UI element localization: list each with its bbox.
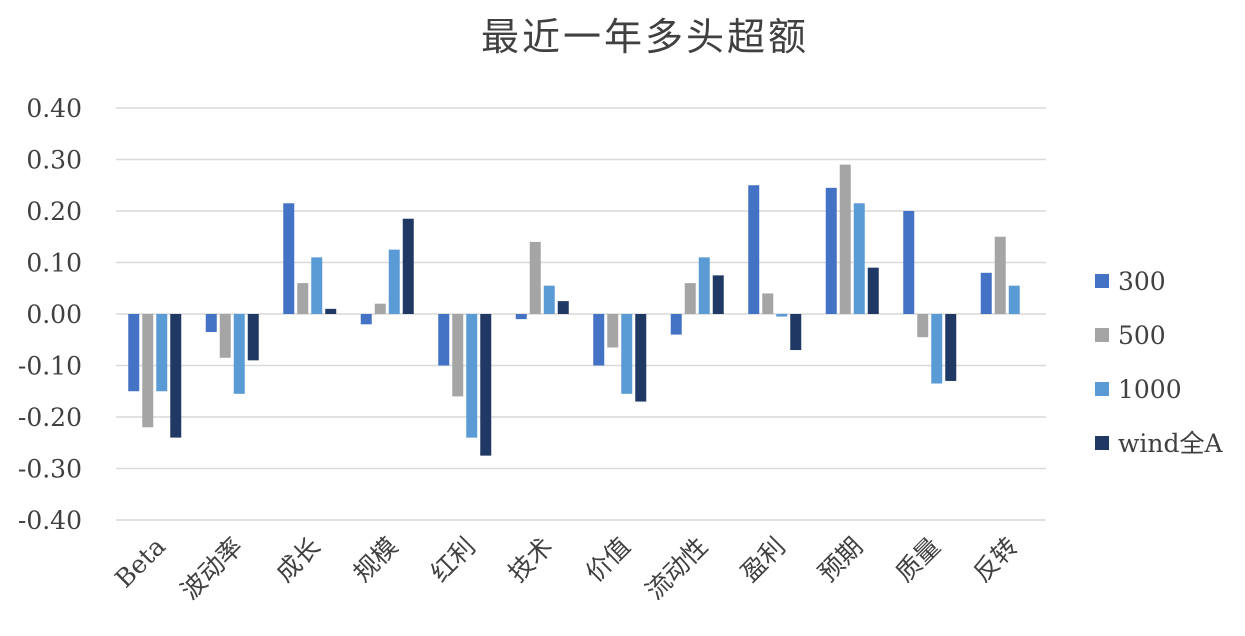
legend-label: 500 bbox=[1118, 321, 1166, 350]
bar-300-规模 bbox=[360, 314, 372, 325]
x-tick-label: 规模 bbox=[348, 532, 404, 588]
x-tick-label: 预期 bbox=[813, 532, 869, 588]
x-tick-label: 波动率 bbox=[175, 532, 249, 606]
y-tick-label: -0.40 bbox=[18, 506, 82, 535]
bar-300-盈利 bbox=[748, 185, 760, 314]
gridlines bbox=[116, 107, 1046, 521]
x-tick-label: 质量 bbox=[890, 532, 946, 588]
bar-500-价值 bbox=[607, 314, 619, 348]
bar-500-红利 bbox=[452, 314, 464, 397]
legend-swatch bbox=[1095, 328, 1109, 342]
bar-1000-反转 bbox=[1008, 285, 1020, 314]
bar-300-预期 bbox=[825, 187, 837, 314]
bar-1000-价值 bbox=[621, 314, 633, 394]
x-tick-label: 流动性 bbox=[640, 532, 714, 606]
x-tick-label: Beta bbox=[109, 532, 171, 594]
bar-300-价值 bbox=[593, 314, 605, 366]
legend-label: 1000 bbox=[1118, 375, 1182, 404]
bar-wind全A-波动率 bbox=[247, 314, 259, 361]
x-tick-label: 红利 bbox=[425, 532, 481, 588]
bar-1000-技术 bbox=[543, 285, 555, 314]
bar-500-Beta bbox=[142, 314, 154, 428]
bars bbox=[128, 164, 1020, 456]
legend-swatch bbox=[1095, 274, 1109, 288]
bar-500-盈利 bbox=[762, 293, 774, 314]
y-axis-ticks: 0.40 0.30 0.20 0.10 0.00 -0.10 -0.20 -0.30 -0.40 bbox=[18, 94, 82, 535]
y-tick-label: 0.00 bbox=[26, 300, 82, 329]
bar-1000-质量 bbox=[931, 314, 943, 384]
bar-500-预期 bbox=[839, 164, 851, 314]
bar-1000-流动性 bbox=[698, 257, 710, 314]
x-tick-label: 价值 bbox=[580, 532, 636, 588]
bar-wind全A-流动性 bbox=[712, 275, 724, 314]
bar-300-技术 bbox=[515, 314, 527, 320]
bar-wind全A-价值 bbox=[635, 314, 647, 402]
x-tick-label: 成长 bbox=[270, 532, 326, 588]
y-tick-label: 0.40 bbox=[26, 94, 82, 123]
bar-1000-波动率 bbox=[233, 314, 245, 394]
bar-500-质量 bbox=[917, 314, 929, 338]
bar-300-波动率 bbox=[205, 314, 217, 333]
bar-wind全A-盈利 bbox=[790, 314, 802, 351]
bar-500-技术 bbox=[529, 241, 541, 314]
y-tick-label: -0.30 bbox=[18, 455, 82, 484]
x-tick-label: 技术 bbox=[503, 532, 559, 588]
bar-wind全A-Beta bbox=[170, 314, 182, 438]
y-tick-label: 0.10 bbox=[26, 249, 82, 278]
bar-wind全A-质量 bbox=[945, 314, 957, 381]
bar-500-反转 bbox=[994, 236, 1006, 314]
bar-1000-Beta bbox=[156, 314, 168, 392]
legend-label: 300 bbox=[1118, 267, 1166, 296]
x-tick-label: 反转 bbox=[968, 532, 1024, 588]
bar-1000-红利 bbox=[466, 314, 478, 438]
y-tick-label: -0.20 bbox=[18, 403, 82, 432]
bar-300-成长 bbox=[283, 203, 295, 314]
bar-1000-预期 bbox=[853, 203, 865, 314]
y-tick-label: 0.20 bbox=[26, 197, 82, 226]
legend-swatch bbox=[1095, 436, 1109, 450]
bar-wind全A-规模 bbox=[402, 218, 414, 314]
bar-300-Beta bbox=[128, 314, 140, 392]
legend-label: wind全A bbox=[1118, 429, 1223, 458]
bar-1000-成长 bbox=[311, 257, 323, 314]
legend: 300 500 1000 wind全A bbox=[1095, 267, 1223, 458]
bar-wind全A-成长 bbox=[325, 308, 337, 314]
bar-500-成长 bbox=[297, 283, 309, 314]
x-tick-label: 盈利 bbox=[735, 532, 791, 588]
y-tick-label: 0.30 bbox=[26, 146, 82, 175]
legend-swatch bbox=[1095, 382, 1109, 396]
bar-500-规模 bbox=[374, 303, 386, 314]
bar-wind全A-技术 bbox=[557, 301, 569, 314]
bar-1000-规模 bbox=[388, 249, 400, 314]
bar-wind全A-预期 bbox=[867, 267, 879, 314]
bar-1000-盈利 bbox=[776, 314, 788, 317]
chart-title: 最近一年多头超额 bbox=[481, 15, 809, 59]
bar-500-流动性 bbox=[684, 283, 696, 314]
bar-300-流动性 bbox=[670, 314, 682, 335]
bar-500-波动率 bbox=[219, 314, 231, 358]
bar-wind全A-红利 bbox=[480, 314, 492, 456]
bar-300-反转 bbox=[980, 272, 992, 314]
bar-300-质量 bbox=[903, 211, 915, 314]
y-tick-label: -0.10 bbox=[18, 352, 82, 381]
bar-300-红利 bbox=[438, 314, 450, 366]
x-axis-ticks: Beta 波动率 成长 规模 红利 技术 价值 流动性 盈利 预期 质量 反转 bbox=[109, 532, 1023, 606]
